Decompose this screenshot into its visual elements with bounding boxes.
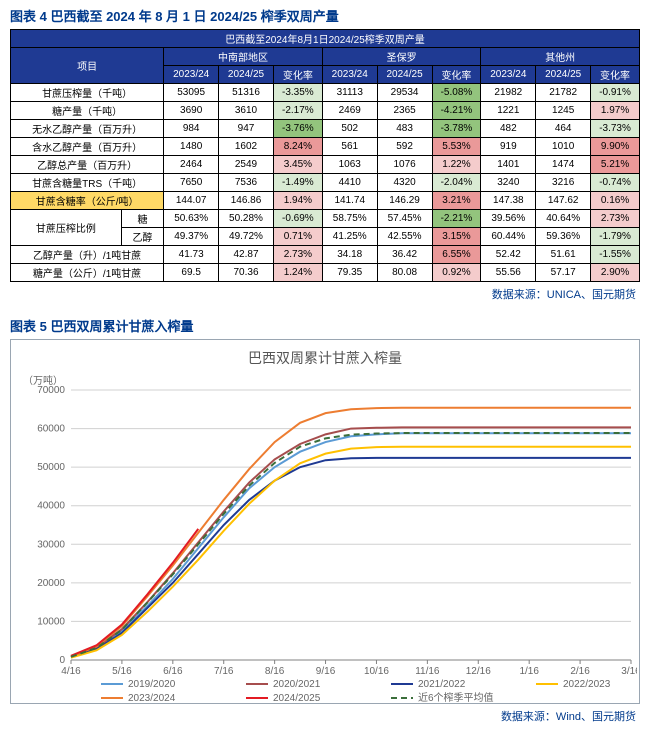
svg-text:10000: 10000 [37,616,65,627]
svg-text:2021/2022: 2021/2022 [418,679,466,690]
production-table: 巴西截至2024年8月1日2024/25榨季双周产量项目中南部地区圣保罗其他州2… [10,29,640,282]
svg-text:60000: 60000 [37,424,65,435]
table4-title: 图表 4 巴西截至 2024 年 8 月 1 日 2024/25 榨季双周产量 [0,0,650,29]
svg-text:2022/2023: 2022/2023 [563,679,611,690]
svg-text:30000: 30000 [37,539,65,550]
svg-text:2019/2020: 2019/2020 [128,679,176,690]
svg-text:2023/2024: 2023/2024 [128,693,176,704]
svg-text:20000: 20000 [37,578,65,589]
chart5-title: 图表 5 巴西双周累计甘蔗入榨量 [0,310,650,339]
chart5-svg: 010000200003000040000500006000070000（万吨）… [15,370,637,705]
svg-text:2020/2021: 2020/2021 [273,679,321,690]
svg-text:近6个榨季平均值: 近6个榨季平均值 [418,691,494,704]
svg-text:0: 0 [59,655,65,666]
svg-text:50000: 50000 [37,462,65,473]
svg-text:40000: 40000 [37,501,65,512]
table4-source: 数据来源：UNICA、国元期货 [0,282,650,310]
chart5-inner-title: 巴西双周累计甘蔗入榨量 [15,348,635,368]
chart5-container: 巴西双周累计甘蔗入榨量 0 10000 20000 30000 40000 50000 60… [10,339,640,704]
svg-text:（万吨）: （万吨） [23,374,63,387]
svg-text:2024/2025: 2024/2025 [273,693,321,704]
chart5-source: 数据来源：Wind、国元期货 [0,704,650,732]
